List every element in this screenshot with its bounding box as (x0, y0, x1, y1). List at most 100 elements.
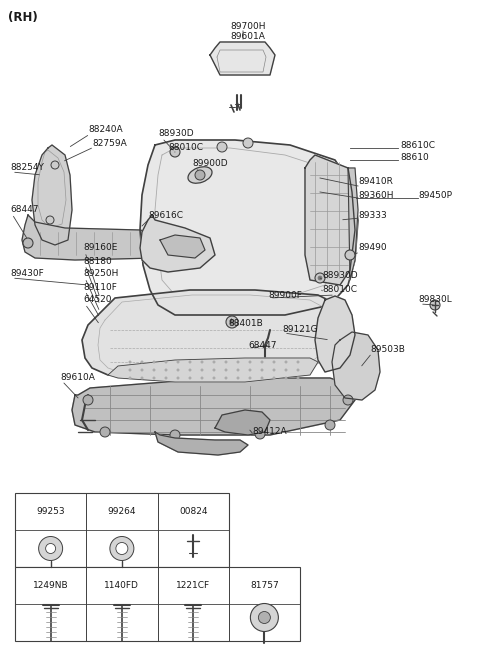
Circle shape (315, 273, 325, 283)
Text: 89410R: 89410R (358, 178, 393, 187)
Polygon shape (140, 215, 215, 272)
Circle shape (201, 377, 203, 379)
Circle shape (201, 369, 203, 371)
Circle shape (318, 276, 322, 280)
Circle shape (237, 369, 239, 371)
Circle shape (285, 369, 287, 371)
Text: 89110F: 89110F (83, 282, 117, 291)
Text: 1140FD: 1140FD (105, 581, 139, 590)
Circle shape (189, 369, 191, 371)
Circle shape (116, 542, 128, 555)
Text: 88180: 88180 (83, 257, 112, 265)
Ellipse shape (188, 167, 212, 183)
Circle shape (170, 430, 180, 440)
Circle shape (46, 544, 56, 553)
Polygon shape (32, 145, 72, 245)
Polygon shape (332, 332, 380, 400)
Circle shape (165, 361, 167, 364)
Text: 89360H: 89360H (358, 191, 394, 200)
Bar (15, 567, 300, 641)
Polygon shape (82, 290, 345, 378)
Text: 89830L: 89830L (418, 295, 452, 305)
Circle shape (249, 369, 251, 371)
Text: 64520: 64520 (83, 295, 111, 305)
Text: 99253: 99253 (36, 507, 65, 516)
Circle shape (153, 361, 155, 364)
Text: 89250H: 89250H (83, 269, 119, 278)
Circle shape (83, 395, 93, 405)
Circle shape (249, 377, 251, 379)
Circle shape (237, 361, 239, 364)
Circle shape (165, 377, 167, 379)
Circle shape (261, 377, 263, 379)
Circle shape (297, 361, 299, 364)
Circle shape (261, 369, 263, 371)
Circle shape (430, 300, 440, 310)
Circle shape (110, 536, 134, 561)
Circle shape (46, 216, 54, 224)
Text: 89450P: 89450P (418, 191, 452, 200)
Circle shape (297, 377, 299, 379)
Text: 89900F: 89900F (268, 291, 302, 299)
Text: 89900D: 89900D (192, 159, 228, 168)
Circle shape (177, 361, 179, 364)
Polygon shape (72, 378, 355, 435)
Circle shape (261, 361, 263, 364)
Text: 1249NB: 1249NB (33, 581, 69, 590)
Circle shape (285, 361, 287, 364)
Text: 68447: 68447 (248, 341, 276, 350)
Text: 89616C: 89616C (148, 210, 183, 219)
Circle shape (213, 369, 215, 371)
Circle shape (255, 429, 265, 439)
Circle shape (226, 316, 238, 328)
Text: 88610C: 88610C (400, 141, 435, 149)
Circle shape (273, 361, 275, 364)
Polygon shape (108, 358, 318, 382)
Text: 89490: 89490 (358, 244, 386, 252)
Text: 68447: 68447 (10, 206, 38, 214)
Text: 88010C: 88010C (322, 284, 357, 293)
Circle shape (343, 395, 353, 405)
Circle shape (345, 250, 355, 260)
Circle shape (225, 361, 227, 364)
Circle shape (273, 377, 275, 379)
Text: 99264: 99264 (108, 507, 136, 516)
Polygon shape (160, 235, 205, 258)
Circle shape (100, 427, 110, 437)
Circle shape (51, 161, 59, 169)
Circle shape (23, 238, 33, 248)
Circle shape (217, 142, 227, 152)
Text: 89430F: 89430F (10, 269, 44, 278)
Circle shape (189, 377, 191, 379)
Text: 89333: 89333 (358, 210, 387, 219)
Text: 89412A: 89412A (252, 428, 287, 436)
Circle shape (201, 361, 203, 364)
Text: 00824: 00824 (179, 507, 207, 516)
Circle shape (141, 377, 143, 379)
Text: 82759A: 82759A (92, 138, 127, 147)
Polygon shape (210, 42, 275, 75)
Circle shape (229, 320, 235, 324)
Circle shape (141, 369, 143, 371)
Text: 1221CF: 1221CF (176, 581, 210, 590)
Circle shape (129, 361, 131, 364)
Text: 81757: 81757 (250, 581, 279, 590)
Text: 89700H
89601A: 89700H 89601A (230, 22, 266, 41)
Text: 89121G: 89121G (282, 326, 318, 335)
Circle shape (189, 361, 191, 364)
Circle shape (251, 603, 278, 631)
Bar (15, 493, 229, 567)
Circle shape (258, 612, 270, 624)
Circle shape (273, 369, 275, 371)
Text: 88254Y: 88254Y (10, 164, 44, 172)
Text: 88240A: 88240A (88, 126, 122, 134)
Circle shape (177, 377, 179, 379)
Circle shape (153, 377, 155, 379)
Text: 89610A: 89610A (60, 373, 95, 383)
Polygon shape (305, 155, 355, 285)
Polygon shape (215, 410, 270, 435)
Text: 88930D: 88930D (322, 272, 358, 280)
Polygon shape (22, 215, 165, 260)
Circle shape (195, 170, 205, 180)
Text: 88401B: 88401B (228, 318, 263, 328)
